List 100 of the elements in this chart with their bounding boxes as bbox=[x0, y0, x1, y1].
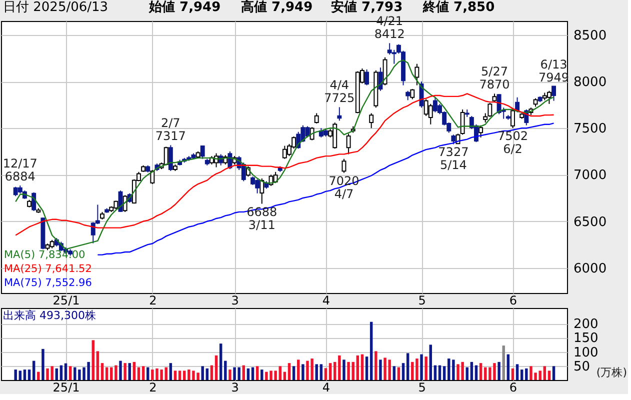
bar bbox=[484, 367, 487, 380]
candlestick bbox=[342, 158, 346, 174]
bar bbox=[228, 370, 232, 380]
candlestick bbox=[378, 67, 383, 92]
bar bbox=[119, 360, 122, 380]
y-tick-label: 50 bbox=[574, 359, 590, 374]
bar bbox=[278, 366, 282, 380]
y-tick-label: 8000 bbox=[574, 75, 607, 90]
bar bbox=[498, 362, 500, 380]
bar bbox=[288, 363, 291, 380]
y-tick-label: 6500 bbox=[574, 214, 607, 230]
bar bbox=[360, 354, 364, 380]
bar bbox=[242, 365, 246, 380]
bar bbox=[100, 363, 104, 380]
y-tick-label: 150 bbox=[574, 331, 598, 346]
bar bbox=[320, 364, 323, 380]
bar bbox=[374, 351, 378, 380]
bar bbox=[178, 370, 182, 380]
candlestick bbox=[314, 112, 319, 124]
x-tick-label: 4 bbox=[322, 380, 330, 394]
x-tick-label: 3 bbox=[231, 380, 239, 394]
bar bbox=[174, 370, 177, 380]
bar bbox=[548, 370, 551, 380]
bar bbox=[60, 365, 63, 380]
bar bbox=[23, 370, 26, 380]
annotation: 12/17 6884 bbox=[2, 156, 38, 184]
bar bbox=[251, 367, 254, 380]
series-label: MA(5) 7,834.00 bbox=[4, 249, 86, 261]
candlestick bbox=[260, 178, 264, 204]
bar bbox=[552, 366, 556, 380]
candlestick bbox=[460, 108, 465, 136]
bar bbox=[206, 368, 209, 380]
bar bbox=[402, 363, 405, 380]
bar bbox=[397, 367, 400, 380]
bar bbox=[114, 365, 118, 380]
candlestick bbox=[200, 145, 205, 160]
annotation: 7502 6/2 bbox=[497, 128, 528, 156]
bar bbox=[42, 348, 44, 380]
bar bbox=[92, 340, 94, 380]
bar bbox=[434, 365, 437, 380]
bar bbox=[260, 370, 264, 380]
bar bbox=[64, 363, 68, 380]
bar bbox=[474, 365, 478, 380]
candlestick bbox=[414, 63, 420, 86]
bar bbox=[146, 367, 150, 380]
candlestick bbox=[451, 134, 456, 145]
bar bbox=[479, 363, 482, 380]
bar bbox=[502, 346, 505, 380]
bar bbox=[68, 366, 72, 380]
bar bbox=[452, 360, 455, 380]
bar bbox=[356, 355, 360, 380]
bar bbox=[379, 360, 382, 380]
bar bbox=[365, 356, 368, 380]
text: 始値 7,949 bbox=[148, 0, 221, 15]
bar bbox=[142, 366, 145, 380]
x-tick-label: 2 bbox=[149, 294, 157, 308]
candlestick bbox=[552, 86, 556, 102]
bar bbox=[18, 370, 22, 380]
bar bbox=[406, 353, 410, 380]
candlestick bbox=[510, 108, 515, 128]
bar bbox=[219, 344, 222, 380]
x-tick-label: 5 bbox=[418, 380, 426, 394]
candlestick bbox=[337, 106, 342, 122]
candlestick bbox=[168, 144, 173, 172]
bar bbox=[224, 360, 227, 380]
bar bbox=[370, 322, 373, 380]
bar bbox=[132, 362, 136, 380]
bar bbox=[169, 363, 172, 380]
annotation: 7020 4/7 bbox=[328, 174, 360, 201]
y-tick-label: 7500 bbox=[574, 122, 607, 137]
bar bbox=[246, 368, 250, 380]
bar bbox=[105, 367, 108, 380]
y-tick-label: 100 bbox=[574, 345, 598, 360]
text: MA(75) 7,552.96 bbox=[4, 277, 92, 289]
candlestick bbox=[410, 88, 415, 100]
candlestick bbox=[406, 90, 410, 101]
y-tick-label: 6000 bbox=[574, 261, 607, 276]
annotation: 4/4 7725 bbox=[324, 78, 355, 106]
candlestick bbox=[478, 124, 484, 138]
bar bbox=[37, 372, 40, 380]
annotation: 2/7 7317 bbox=[155, 116, 186, 144]
candlestick bbox=[369, 112, 374, 129]
x-tick-label: 25/1 bbox=[52, 380, 80, 394]
bar bbox=[525, 368, 528, 380]
text: 終値 7,850 bbox=[422, 0, 495, 15]
y-tick-label: 8500 bbox=[574, 28, 607, 44]
candlestick bbox=[150, 170, 155, 185]
x-tick-label: 6 bbox=[509, 380, 518, 394]
bar bbox=[201, 366, 204, 380]
candlestick bbox=[346, 133, 351, 155]
bar bbox=[14, 370, 17, 380]
candlestick bbox=[32, 192, 36, 212]
bar bbox=[543, 366, 546, 380]
bar bbox=[302, 364, 304, 380]
x-tick-label: 6 bbox=[509, 294, 518, 308]
chart-title: 日付 2025/06/13 bbox=[3, 0, 108, 15]
candlestick bbox=[546, 90, 552, 104]
bar bbox=[110, 367, 113, 380]
bar bbox=[470, 362, 474, 380]
bar bbox=[511, 368, 514, 380]
